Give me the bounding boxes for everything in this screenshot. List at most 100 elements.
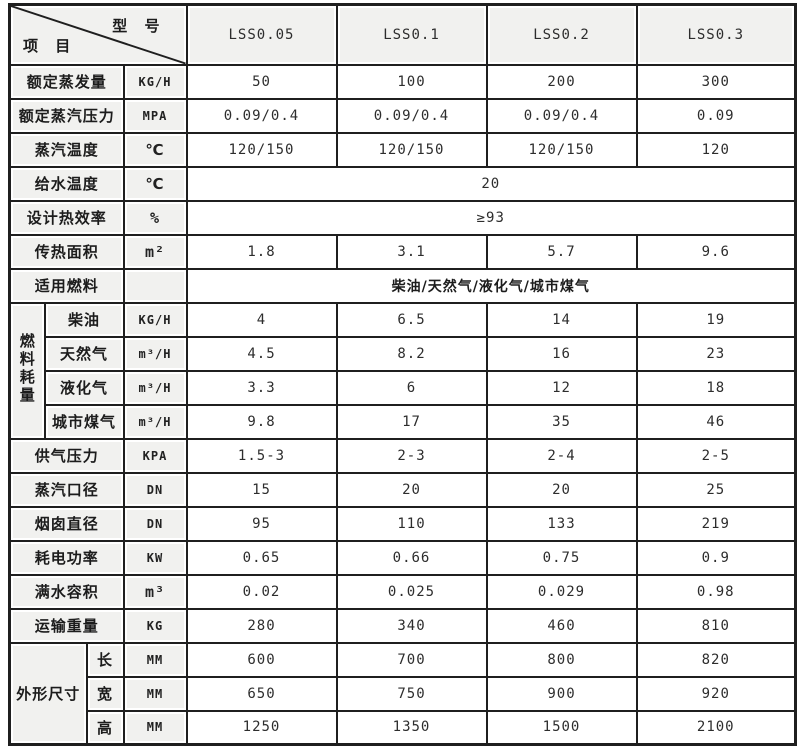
row-label: 适用燃料 [8,267,125,304]
row-feed-temp: 给水温度 ℃ 20 [8,165,797,202]
cell-value: 110 [335,505,488,542]
cell-value: 2-5 [635,437,797,474]
row-fuel-lpg: 液化气 m³/H 3.3 6 12 18 [10,369,797,406]
row-power: 耗电功率 KW 0.65 0.66 0.75 0.9 [8,539,797,576]
row-fuel-city-gas: 城市煤气 m³/H 9.8 17 35 46 [10,403,797,440]
row-dim-length: 外形尺寸 长 MM 600 700 800 820 [8,641,797,746]
row-label: 柴油 [43,301,125,338]
row-unit: m³/H [122,403,188,440]
cell-value: 200 [485,63,638,100]
cell-value: 2-3 [335,437,488,474]
cell-value: 19 [635,301,797,338]
cell-value: 0.09/0.4 [485,97,638,134]
cell-value: 120/150 [485,131,638,168]
row-label: 满水容积 [8,573,125,610]
row-label: 供气压力 [8,437,125,474]
cell-value: 920 [635,675,797,712]
cell-value: 0.09 [635,97,797,134]
cell-value: 9.6 [635,233,797,270]
row-steam-temp: 蒸汽温度 ℃ 120/150 120/150 120/150 120 [8,131,797,168]
cell-value: 1.8 [185,233,338,270]
fuel-group-cell: 燃料耗量 [8,301,46,440]
cell-value: 14 [485,301,638,338]
row-label: 烟囱直径 [8,505,125,542]
row-label: 液化气 [43,369,125,406]
row-weight: 运输重量 KG 280 340 460 810 [8,607,797,644]
row-unit: m³/H [122,335,188,372]
cell-value: 95 [185,505,338,542]
spec-table-container: 型 号 项 目 LSS0.05 LSS0.1 LSS0.2 LSS0.3 额定蒸… [8,3,797,746]
row-unit [122,267,188,304]
cell-value: 20 [485,471,638,508]
model-header: LSS0.05 [185,3,338,66]
cell-value: 600 [185,641,338,678]
row-unit: m³ [122,573,188,610]
header-row: 型 号 项 目 LSS0.05 LSS0.1 LSS0.2 LSS0.3 [8,3,797,66]
row-dim-width: 宽 MM 650 750 900 920 [10,675,797,712]
row-label: 宽 [85,675,125,712]
row-water-volume: 满水容积 m³ 0.02 0.025 0.029 0.98 [8,573,797,610]
row-efficiency: 设计热效率 % ≥93 [8,199,797,236]
cell-value: 35 [485,403,638,440]
model-header: LSS0.1 [335,3,488,66]
row-label: 额定蒸汽压力 [8,97,125,134]
cell-value: 810 [635,607,797,644]
row-fuel-diesel: 燃料耗量 柴油 KG/H 4 6.5 14 19 [8,301,797,440]
row-label: 额定蒸发量 [8,63,125,100]
cell-value-span: 柴油/天然气/液化气/城市煤气 [185,267,797,304]
cell-value: 2100 [635,709,797,746]
cell-value: 700 [335,641,488,678]
row-chimney: 烟囱直径 DN 95 110 133 219 [8,505,797,542]
cell-value: 0.09/0.4 [185,97,338,134]
cell-value: 16 [485,335,638,372]
cell-value: 1500 [485,709,638,746]
cell-value: 1250 [185,709,338,746]
cell-value: 0.98 [635,573,797,610]
boiler-spec-page: { "header": { "corner_top": "型 号", "corn… [8,3,797,746]
cell-value: 8.2 [335,335,488,372]
cell-value: 15 [185,471,338,508]
cell-value: 9.8 [185,403,338,440]
row-pressure: 额定蒸汽压力 MPA 0.09/0.4 0.09/0.4 0.09/0.4 0.… [8,97,797,134]
cell-value: 300 [635,63,797,100]
cell-value: 5.7 [485,233,638,270]
row-unit: m² [122,233,188,270]
row-unit: KG [122,607,188,644]
cell-value: 800 [485,641,638,678]
cell-value: 0.02 [185,573,338,610]
row-fuel-type: 适用燃料 柴油/天然气/液化气/城市煤气 [8,267,797,304]
cell-value: 4.5 [185,335,338,372]
row-label: 设计热效率 [8,199,125,236]
cell-value: 133 [485,505,638,542]
cell-value: 280 [185,607,338,644]
cell-value: 120/150 [335,131,488,168]
row-label: 传热面积 [8,233,125,270]
cell-value: 3.1 [335,233,488,270]
cell-value: 820 [635,641,797,678]
row-unit: MPA [122,97,188,134]
row-unit: DN [122,505,188,542]
row-evaporation: 额定蒸发量 KG/H 50 100 200 300 [8,63,797,100]
cell-value: 340 [335,607,488,644]
row-unit: DN [122,471,188,508]
row-label: 运输重量 [8,607,125,644]
cell-value: 219 [635,505,797,542]
row-label: 耗电功率 [8,539,125,576]
cell-value: 1.5-3 [185,437,338,474]
cell-value: 900 [485,675,638,712]
row-gas-pressure: 供气压力 KPA 1.5-3 2-3 2-4 2-5 [8,437,797,474]
cell-value: 100 [335,63,488,100]
row-unit: MM [122,709,188,746]
row-label: 蒸汽温度 [8,131,125,168]
model-header: LSS0.3 [635,3,797,66]
spec-table: 型 号 项 目 LSS0.05 LSS0.1 LSS0.2 LSS0.3 额定蒸… [8,3,797,746]
cell-value-span: ≥93 [185,199,797,236]
row-label: 长 [85,641,125,678]
row-dim-height: 高 MM 1250 1350 1500 2100 [10,709,797,746]
dims-group-label: 外形尺寸 [8,641,88,746]
corner-cell: 型 号 项 目 [8,3,188,66]
row-unit: % [122,199,188,236]
row-fuel-natural-gas: 天然气 m³/H 4.5 8.2 16 23 [10,335,797,372]
cell-value: 650 [185,675,338,712]
cell-value: 17 [335,403,488,440]
